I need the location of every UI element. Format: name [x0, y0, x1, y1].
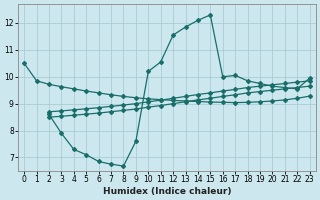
X-axis label: Humidex (Indice chaleur): Humidex (Indice chaleur) [103, 187, 231, 196]
